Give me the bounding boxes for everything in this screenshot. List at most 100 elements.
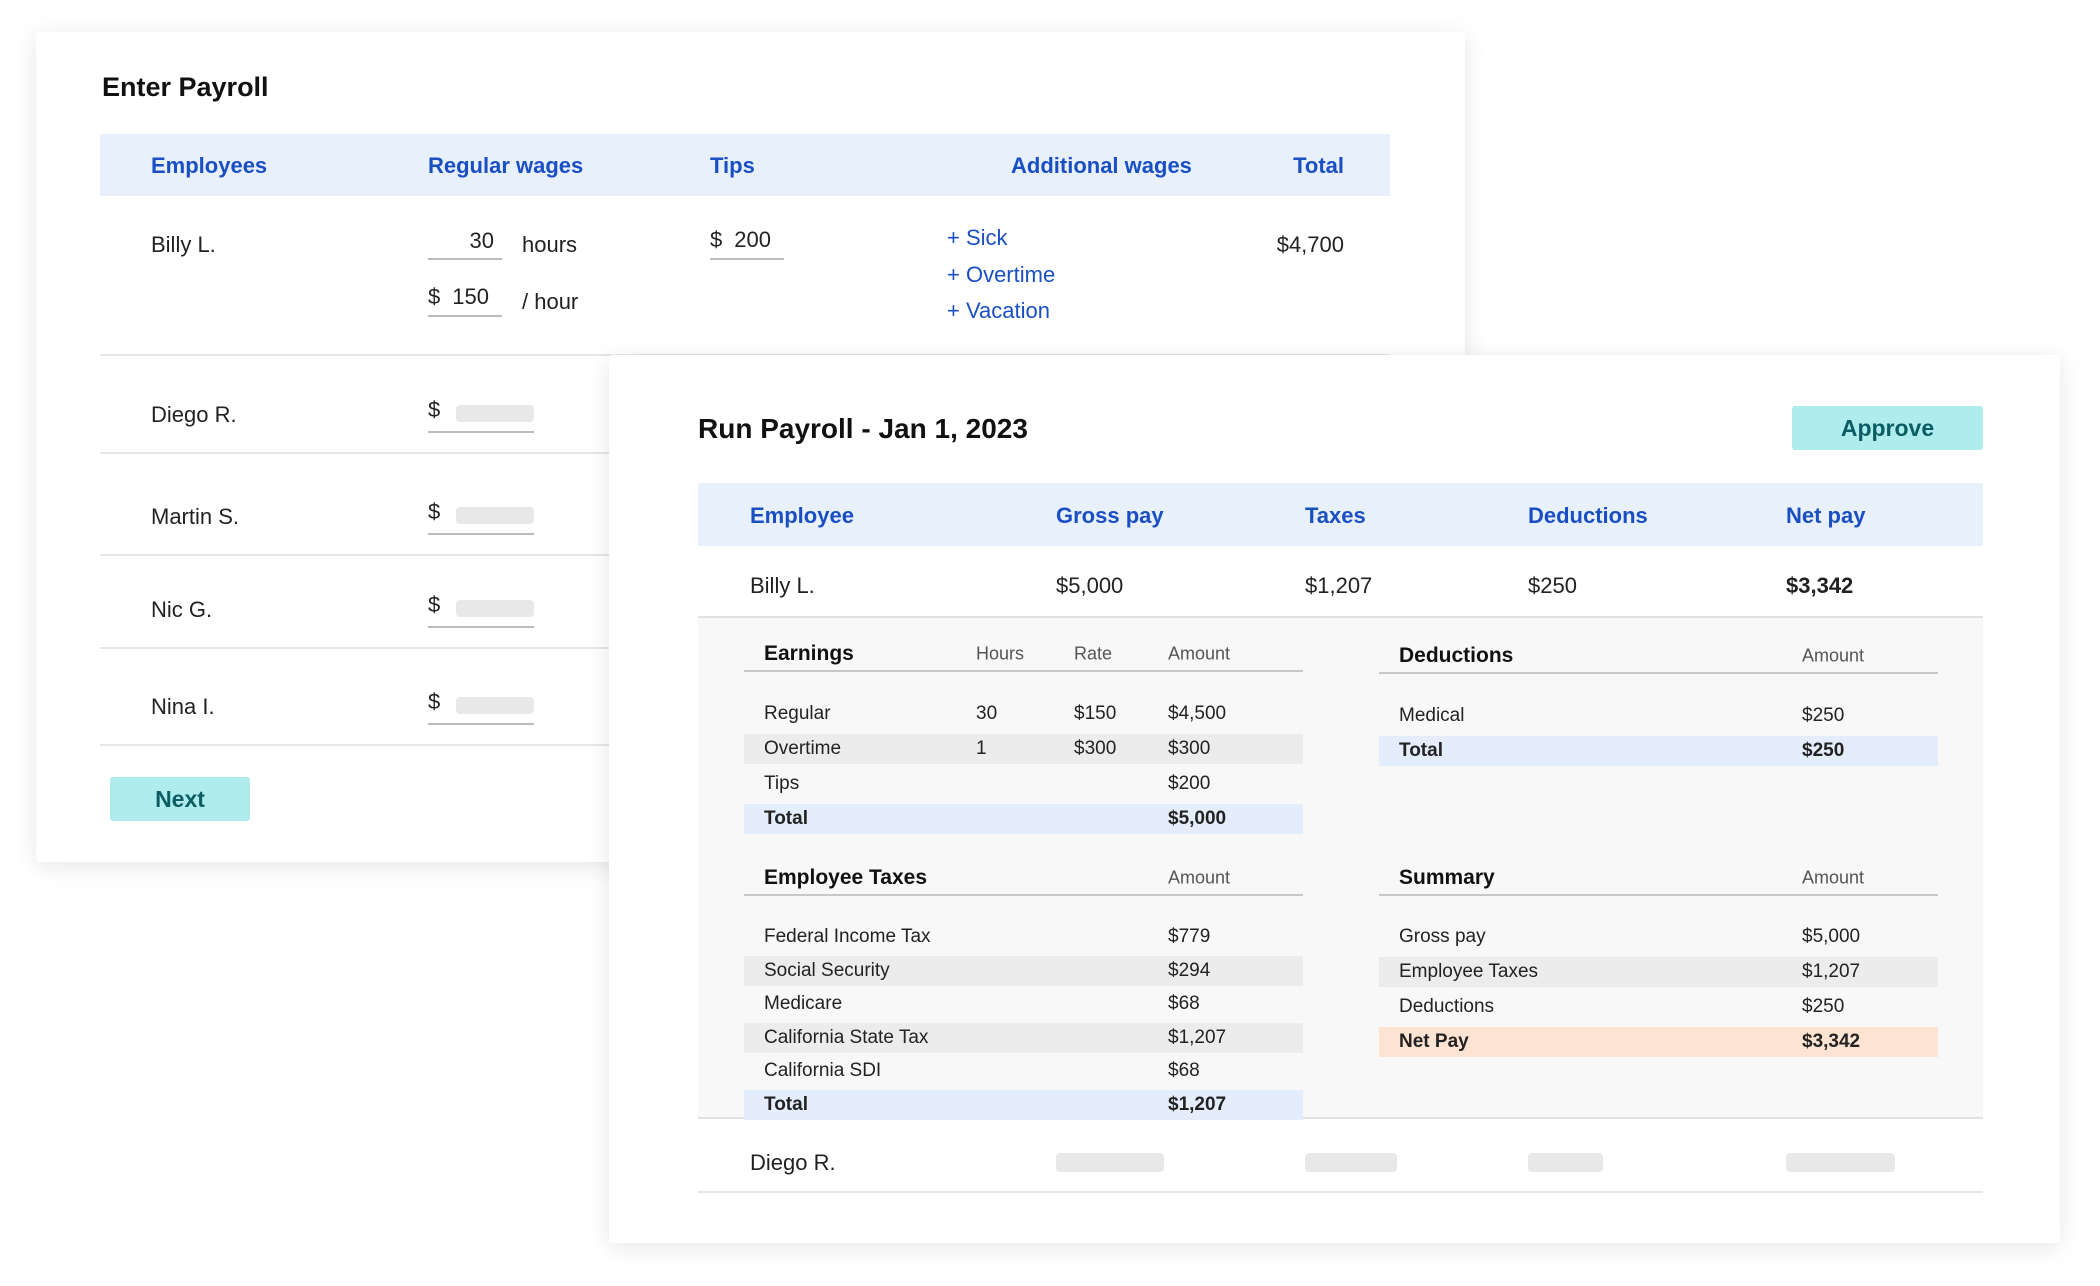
employee-name: Nic G. <box>151 597 213 622</box>
row-label: Regular <box>764 703 831 724</box>
col-header: Amount <box>1168 643 1231 664</box>
col-net-pay: Net pay <box>1786 503 1866 528</box>
table-header: Employee Taxes Amount <box>744 862 1303 896</box>
add-vacation-link[interactable]: + Vacation <box>947 298 1050 323</box>
employee-name: Billy L. <box>750 573 815 598</box>
row-amount: $68 <box>1168 1060 1200 1081</box>
total-row: Total $250 <box>1379 736 1938 766</box>
col-header: Hours <box>976 643 1025 664</box>
wage-input[interactable]: $ <box>428 689 534 725</box>
row-label: California State Tax <box>764 1026 929 1048</box>
input-placeholder <box>456 600 534 617</box>
taxes-placeholder <box>1305 1153 1397 1172</box>
row-amount: $5,000 <box>1802 926 1861 947</box>
tips-input[interactable]: $200 <box>710 227 784 260</box>
col-gross-pay: Gross pay <box>1056 503 1164 528</box>
col-header: Amount <box>1168 867 1231 888</box>
net-pay-row: Net Pay $3,342 <box>1379 1027 1938 1057</box>
employee-taxes-table: Employee Taxes Amount Federal Income Tax $7… <box>744 862 1303 1120</box>
col-taxes: Taxes <box>1305 503 1366 528</box>
wage-input[interactable]: $ <box>428 397 534 433</box>
row-amount: $250 <box>1802 705 1845 726</box>
taxes: $1,207 <box>1305 573 1373 598</box>
list-item: Deductions $250 <box>1379 992 1938 1022</box>
table-header: Employee Gross pay Taxes Deductions Net … <box>698 483 1983 546</box>
gross-pay: $5,000 <box>1056 573 1124 598</box>
row-rate: $300 <box>1074 738 1117 759</box>
deductions-placeholder <box>1528 1153 1603 1172</box>
list-item: California SDI $68 <box>744 1056 1303 1086</box>
page-title: Enter Payroll <box>102 72 269 102</box>
col-tips: Tips <box>710 153 755 178</box>
net-pay-placeholder <box>1786 1153 1895 1172</box>
hours-input[interactable]: 30 <box>428 228 502 260</box>
add-sick-link[interactable]: + Sick <box>947 225 1008 250</box>
total-label: Total <box>764 1093 808 1115</box>
currency-symbol: $ <box>428 499 441 524</box>
row-amount: $1,207 <box>1802 961 1861 982</box>
approve-button[interactable]: Approve <box>1792 406 1983 450</box>
total-label: Total <box>1399 740 1443 761</box>
row-hours: 1 <box>976 738 987 759</box>
currency-symbol: $ <box>428 284 441 309</box>
col-header: Amount <box>1802 867 1865 888</box>
row-amount: $250 <box>1802 996 1845 1017</box>
col-employees: Employees <box>151 153 268 178</box>
rate-input[interactable]: $150 <box>428 284 502 317</box>
wage-input[interactable]: $ <box>428 499 534 535</box>
currency-symbol: $ <box>710 227 723 252</box>
currency-symbol: $ <box>428 592 441 617</box>
total-value: $250 <box>1802 740 1845 761</box>
total-row: Total $5,000 <box>744 804 1303 834</box>
table-title: Earnings <box>764 642 854 665</box>
list-item: Overtime 1 $300 $300 <box>744 734 1303 764</box>
list-item: Employee Taxes $1,207 <box>1379 957 1938 987</box>
page-title: Run Payroll - Jan 1, 2023 <box>698 413 1028 444</box>
row-label: Social Security <box>764 959 890 981</box>
next-button[interactable]: Next <box>110 777 250 821</box>
row-amount: $1,207 <box>1168 1026 1227 1048</box>
row-label: California SDI <box>764 1060 882 1081</box>
total-value: $3,342 <box>1802 1031 1861 1052</box>
add-overtime-link[interactable]: + Overtime <box>947 262 1056 287</box>
col-employee: Employee <box>750 503 854 528</box>
row-hours: 30 <box>976 703 998 724</box>
row-amount: $4,500 <box>1168 703 1227 724</box>
total-value: $5,000 <box>1168 808 1227 829</box>
row-amount: $779 <box>1168 926 1211 947</box>
summary-table: Summary Amount Gross pay $5,000 Employee Tax… <box>1379 862 1938 1062</box>
row-amount: $294 <box>1168 959 1211 981</box>
row-label: Deductions <box>1399 996 1495 1017</box>
run-payroll-card: Run Payroll - Jan 1, 2023 Approve Employ… <box>609 355 2060 1243</box>
input-placeholder <box>456 405 534 422</box>
rate-value: 150 <box>452 284 489 309</box>
currency-symbol: $ <box>428 397 441 422</box>
list-item: Medicare $68 <box>744 989 1303 1019</box>
employee-name: Nina I. <box>151 694 215 719</box>
row-label: Tips <box>764 773 800 794</box>
col-regular-wages: Regular wages <box>428 153 584 178</box>
deductions-table: Deductions Amount Medical $250 Total $250 <box>1379 640 1938 766</box>
row-amount: $300 <box>1168 738 1211 759</box>
wage-input[interactable]: $ <box>428 592 534 628</box>
col-deductions: Deductions <box>1528 503 1648 528</box>
tips-value: 200 <box>734 227 771 252</box>
total-row: Total $1,207 <box>744 1089 1303 1120</box>
rate-unit: / hour <box>522 289 579 314</box>
table-header: Employees Regular wages Tips Additional … <box>100 134 1390 196</box>
input-placeholder <box>456 507 534 524</box>
total-label: Total <box>764 808 808 829</box>
col-total: Total <box>1293 153 1344 178</box>
row-rate: $150 <box>1074 703 1117 724</box>
deductions: $250 <box>1528 573 1577 598</box>
row-total: $4,700 <box>1276 232 1344 257</box>
currency-symbol: $ <box>428 689 441 714</box>
table-title: Employee Taxes <box>764 866 928 889</box>
row-amount: $68 <box>1168 993 1200 1014</box>
list-item: Federal Income Tax $779 <box>744 922 1303 952</box>
row-label: Medical <box>1399 705 1465 726</box>
list-item: Medical $250 <box>1379 701 1938 731</box>
employee-name: Diego R. <box>750 1150 836 1175</box>
earnings-table: Earnings Hours Rate Amount Regular 30 $150 $4,5… <box>744 638 1303 838</box>
employee-name: Billy L. <box>151 232 216 257</box>
